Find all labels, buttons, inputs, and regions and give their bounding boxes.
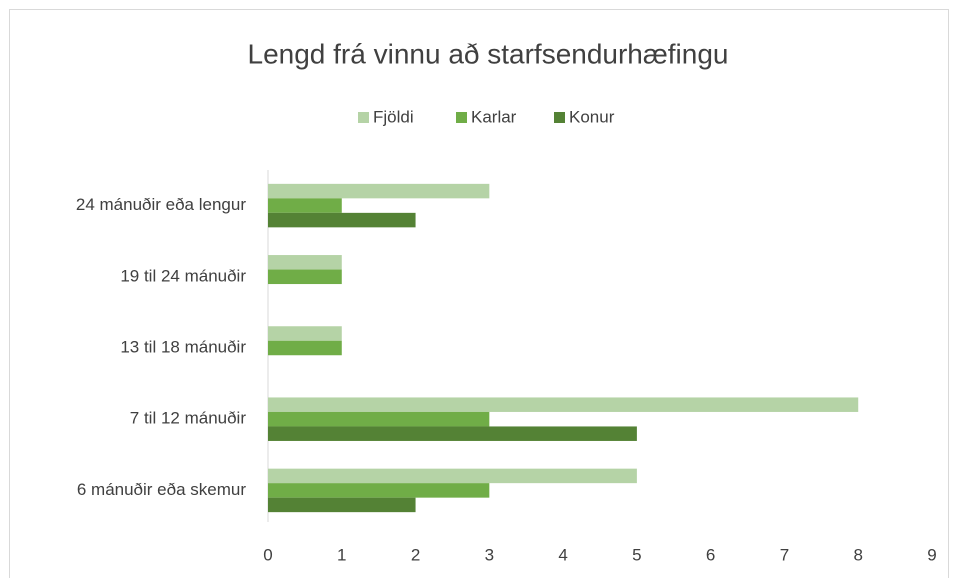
bar — [268, 255, 342, 270]
bar — [268, 340, 342, 356]
legend-swatch — [456, 112, 467, 123]
y-tick-label: 24 mánuðir eða lengur — [76, 195, 246, 214]
bar — [268, 497, 416, 513]
x-tick-label: 9 — [927, 545, 936, 564]
x-tick-label: 8 — [853, 545, 862, 564]
bar — [268, 326, 342, 341]
bar — [268, 269, 342, 285]
bar — [268, 483, 490, 498]
bar — [268, 183, 490, 199]
bar — [268, 426, 637, 441]
legend-swatch — [554, 112, 565, 123]
chart-title: Lengd frá vinnu að starfsendurhæfingu — [248, 38, 729, 69]
legend-swatch — [358, 112, 369, 123]
x-tick-label: 5 — [632, 545, 641, 564]
bar — [268, 411, 490, 427]
bar — [268, 468, 637, 484]
x-tick-label: 0 — [263, 545, 272, 564]
y-tick-label: 19 til 24 mánuðir — [120, 266, 246, 285]
y-tick-label: 13 til 18 mánuðir — [120, 337, 246, 356]
x-tick-label: 6 — [706, 545, 715, 564]
legend-label: Fjöldi — [373, 107, 414, 126]
bar — [268, 397, 859, 412]
legend-label: Karlar — [471, 107, 517, 126]
x-tick-label: 7 — [780, 545, 789, 564]
y-tick-label: 7 til 12 mánuðir — [130, 409, 247, 428]
bar — [268, 198, 342, 213]
y-tick-label: 6 mánuðir eða skemur — [77, 480, 246, 499]
legend-label: Konur — [569, 107, 615, 126]
x-tick-label: 1 — [337, 545, 346, 564]
x-tick-label: 2 — [411, 545, 420, 564]
x-tick-label: 3 — [485, 545, 494, 564]
bar — [268, 212, 416, 228]
x-tick-label: 4 — [558, 545, 567, 564]
